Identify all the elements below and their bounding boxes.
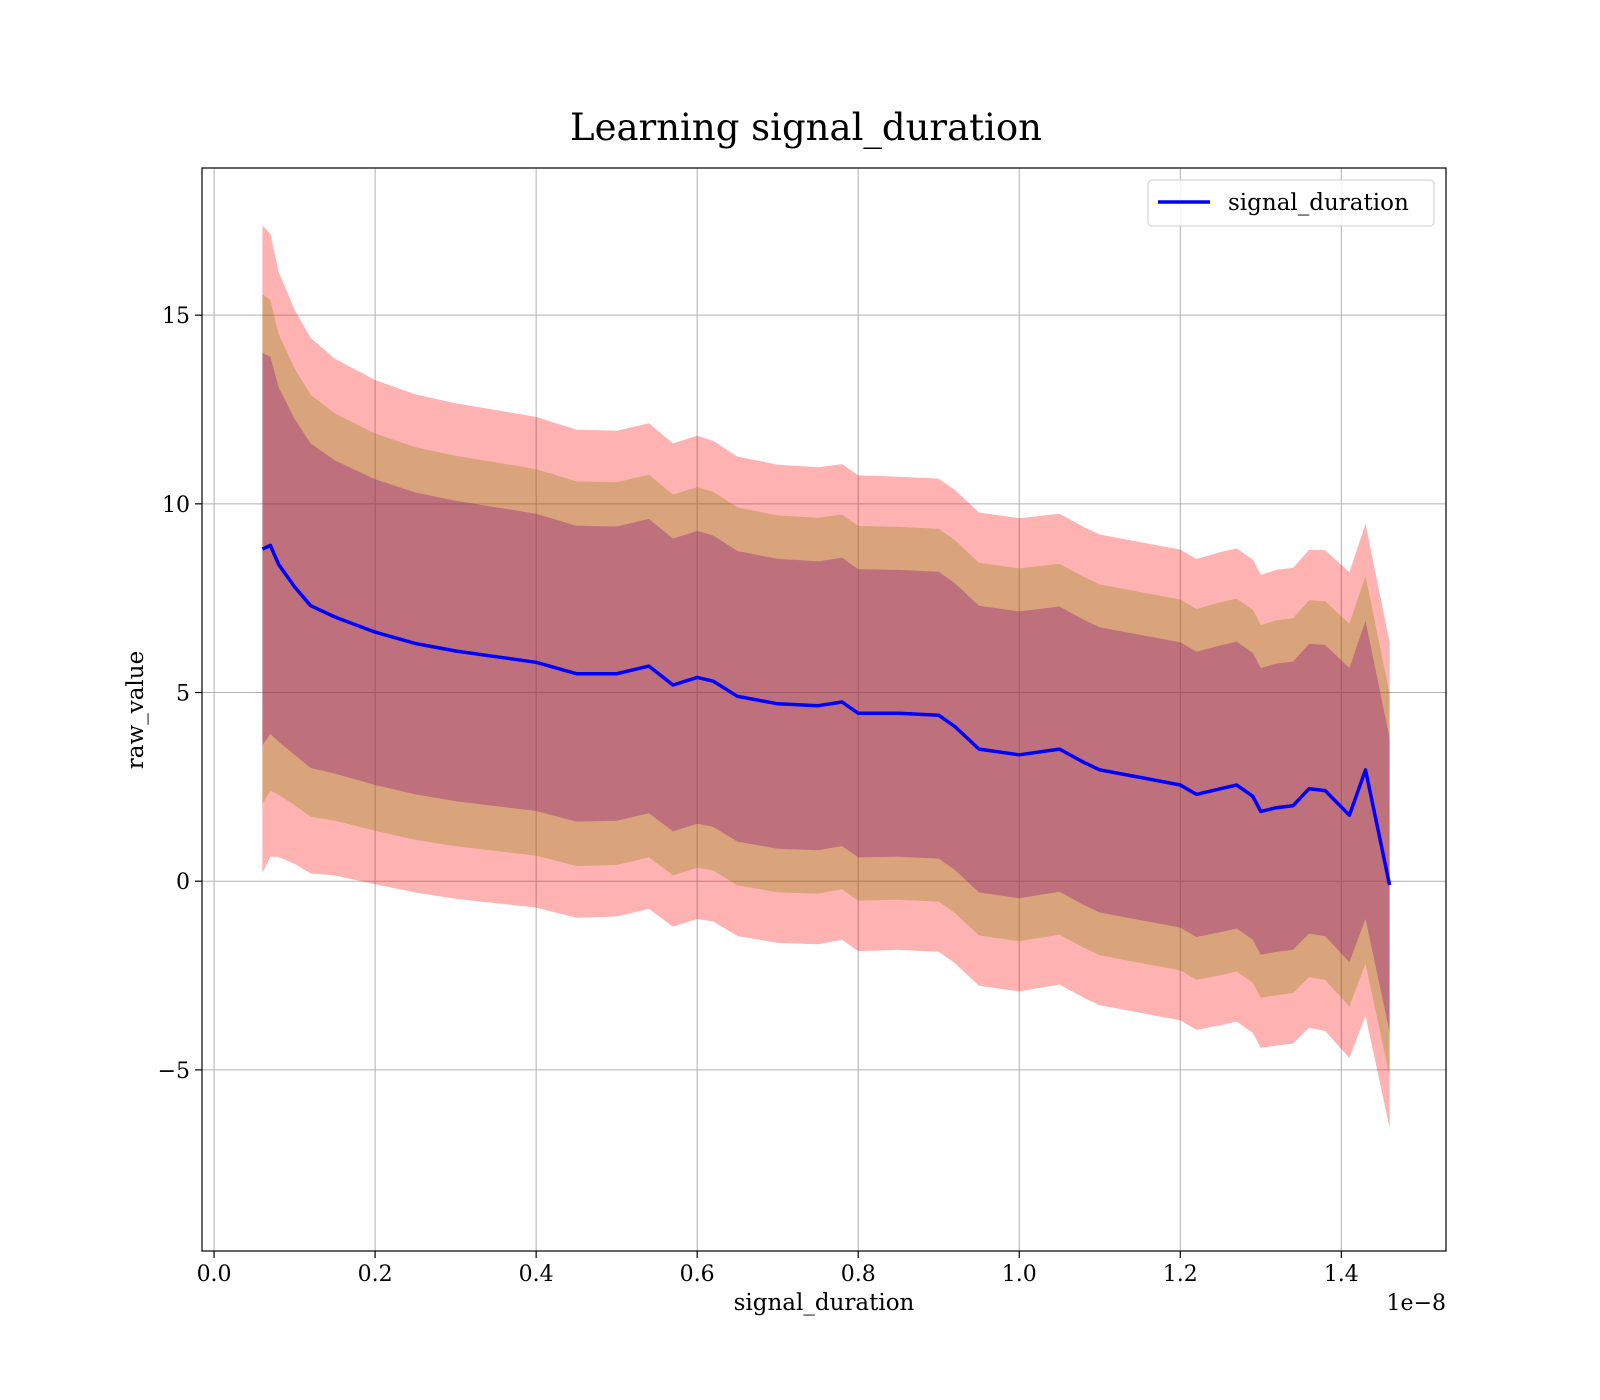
x-tick-label: 0.8	[841, 1262, 876, 1287]
x-tick-label: 0.6	[680, 1262, 715, 1287]
x-axis-offset-label: 1e−8	[1387, 1291, 1446, 1316]
x-tick-label: 0.2	[358, 1262, 393, 1287]
x-tick-label: 1.4	[1324, 1262, 1359, 1287]
band-band_middle	[262, 294, 1390, 1077]
y-tick-label: −5	[158, 1059, 190, 1084]
legend-box	[1147, 179, 1435, 227]
y-tick-label: 15	[162, 304, 190, 329]
x-axis-label: signal_duration	[734, 1290, 915, 1316]
band-band_inner	[262, 352, 1390, 1033]
chart-title: Learning signal_duration	[570, 106, 1042, 150]
y-tick-label: 10	[162, 493, 190, 518]
x-tick-label: 1.2	[1163, 1262, 1198, 1287]
y-tick-label: 0	[176, 870, 190, 895]
grid	[202, 168, 1446, 1251]
x-tick-label: 0.4	[519, 1262, 554, 1287]
legend: signal_duration	[1147, 179, 1435, 227]
band-band_outer	[262, 225, 1390, 1128]
series-line-signal-duration	[261, 543, 1392, 886]
x-axis-ticks: 0.0 0.2 0.4 0.6 0.8 1.0 1.2 1.4	[197, 1251, 1359, 1287]
x-tick-label: 1.0	[1002, 1262, 1037, 1287]
legend-label: signal_duration	[1228, 190, 1409, 216]
x-tick-label: 0.0	[197, 1262, 232, 1287]
plot-frame	[201, 167, 1447, 1252]
mean-line-layer	[261, 543, 1392, 886]
y-tick-label: 5	[176, 682, 190, 707]
std-bands	[262, 225, 1390, 1128]
y-axis-ticks: −5 0 5 10 15	[158, 304, 202, 1084]
y-axis-label: raw_value	[123, 651, 149, 769]
